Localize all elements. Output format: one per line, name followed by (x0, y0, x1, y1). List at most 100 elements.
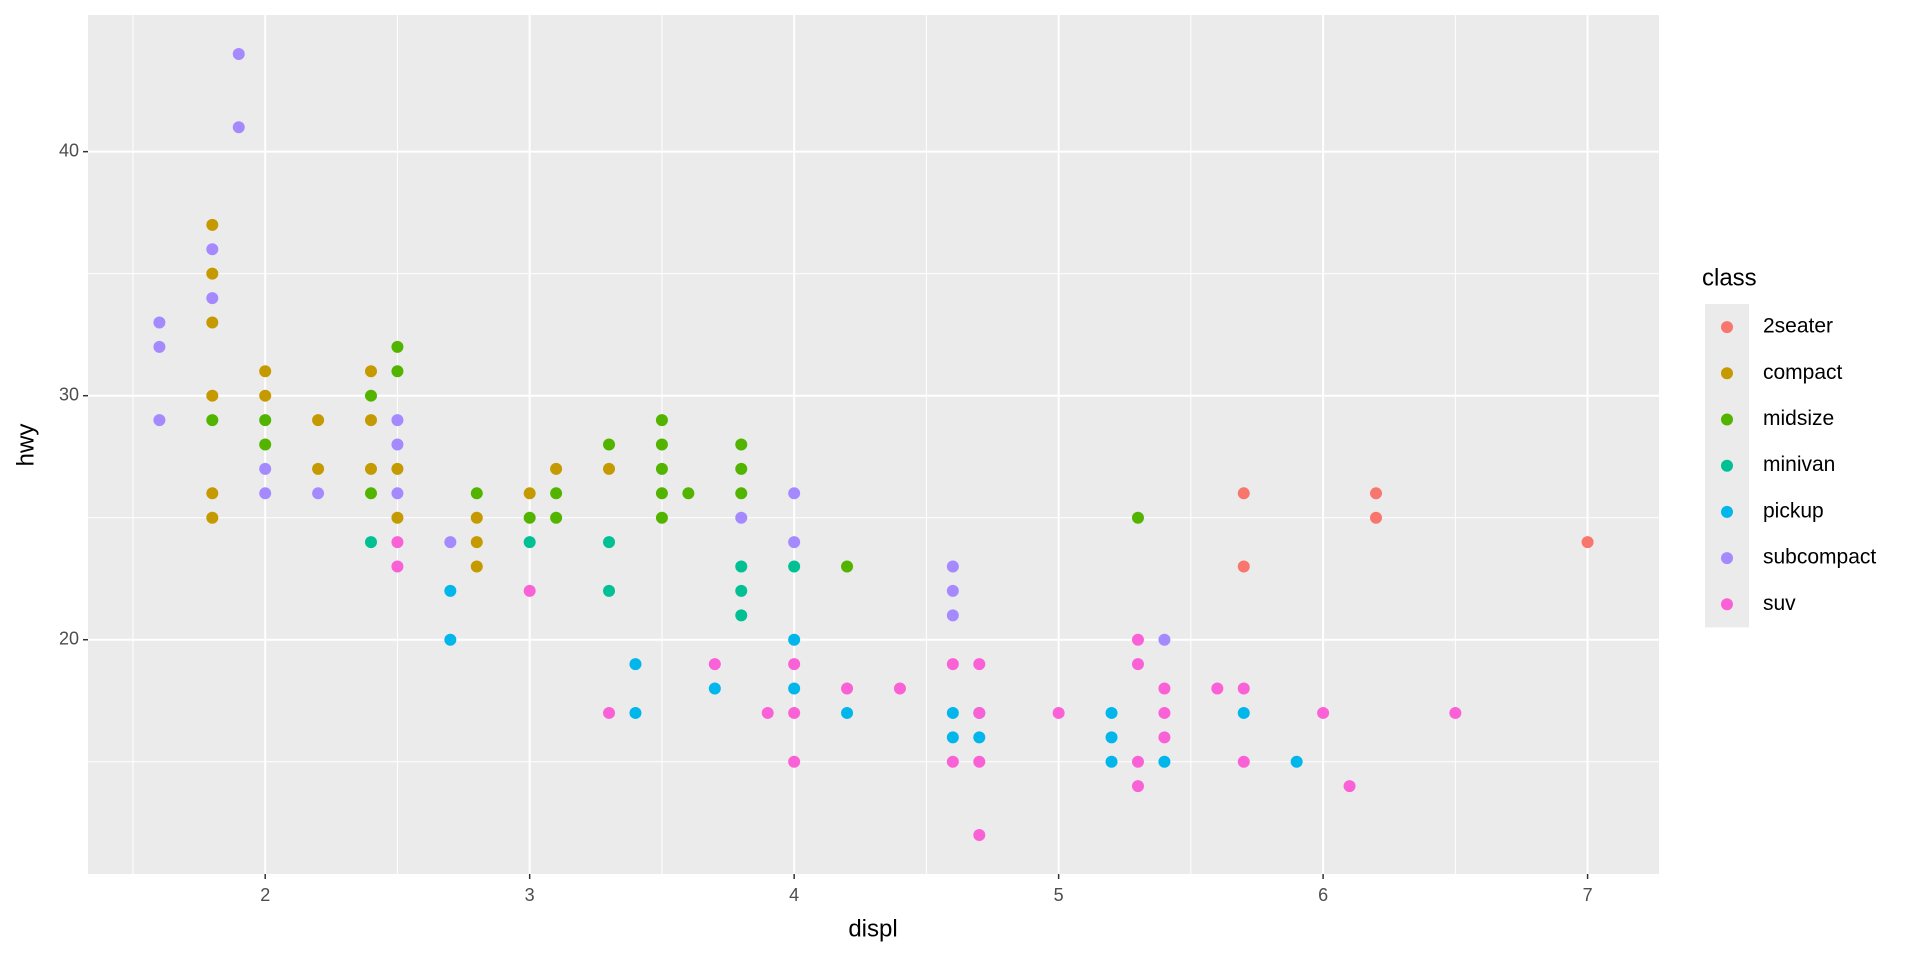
legend-label: subcompact (1763, 546, 1876, 569)
legend-key (1721, 505, 1733, 518)
point (153, 414, 166, 427)
point (1105, 706, 1118, 719)
point (206, 487, 219, 500)
point (391, 414, 404, 427)
point (232, 121, 245, 134)
point (735, 438, 748, 451)
point (946, 755, 959, 768)
point (629, 658, 642, 671)
point (364, 487, 377, 500)
point (206, 218, 219, 231)
legend-key (1721, 459, 1733, 472)
point (788, 536, 801, 549)
point (470, 511, 483, 524)
point (206, 243, 219, 256)
point (973, 731, 986, 744)
point (1290, 755, 1303, 768)
point (973, 828, 986, 841)
point (470, 536, 483, 549)
point (735, 584, 748, 597)
point (788, 706, 801, 719)
legend-key (1721, 598, 1733, 611)
point (1237, 560, 1250, 573)
point (973, 658, 986, 671)
x-tick-label: 2 (260, 885, 270, 905)
point (973, 706, 986, 719)
x-axis-title: displ (848, 915, 897, 942)
point (206, 511, 219, 524)
y-tick-label: 40 (59, 140, 79, 160)
point (364, 365, 377, 378)
point (708, 658, 721, 671)
point (1237, 755, 1250, 768)
point (603, 462, 616, 475)
point (444, 584, 457, 597)
point (1158, 755, 1171, 768)
point (603, 706, 616, 719)
point (655, 462, 668, 475)
point (312, 462, 325, 475)
legend-label: 2seater (1763, 315, 1833, 338)
legend-key (1721, 321, 1733, 334)
point (788, 633, 801, 646)
point (708, 682, 721, 695)
point (312, 487, 325, 500)
point (391, 560, 404, 573)
legend-key (1721, 413, 1733, 426)
point (391, 438, 404, 451)
point (1449, 706, 1462, 719)
point (550, 511, 563, 524)
legend-label: minivan (1763, 453, 1835, 476)
point (206, 292, 219, 305)
point (1105, 731, 1118, 744)
point (550, 462, 563, 475)
point (1131, 658, 1144, 671)
point (735, 487, 748, 500)
legend-label: midsize (1763, 407, 1834, 430)
point (1317, 706, 1330, 719)
x-tick-label: 5 (1054, 885, 1064, 905)
x-tick-label: 3 (525, 885, 535, 905)
point (312, 414, 325, 427)
point (946, 658, 959, 671)
point (735, 609, 748, 622)
point (1131, 633, 1144, 646)
point (259, 389, 272, 402)
point (946, 584, 959, 597)
point (893, 682, 906, 695)
point (1131, 755, 1144, 768)
point (391, 536, 404, 549)
legend-label: pickup (1763, 499, 1824, 522)
point (761, 706, 774, 719)
y-axis-title: hwy (12, 424, 39, 467)
legend-label: suv (1763, 592, 1796, 615)
legend-key (1721, 552, 1733, 565)
point (550, 487, 563, 500)
point (1370, 487, 1383, 500)
point (1131, 511, 1144, 524)
point (973, 755, 986, 768)
point (523, 511, 536, 524)
point (364, 536, 377, 549)
point (735, 462, 748, 475)
point (655, 511, 668, 524)
point (946, 560, 959, 573)
point (1158, 706, 1171, 719)
point (788, 658, 801, 671)
point (788, 560, 801, 573)
point (232, 48, 245, 61)
point (1581, 536, 1594, 549)
point (655, 414, 668, 427)
point (603, 584, 616, 597)
point (1105, 755, 1118, 768)
point (259, 462, 272, 475)
point (206, 389, 219, 402)
x-tick-label: 4 (789, 885, 799, 905)
grid (88, 15, 1659, 874)
point (1052, 706, 1065, 719)
point (364, 389, 377, 402)
point (603, 536, 616, 549)
point (1237, 706, 1250, 719)
legend: 2seater compact midsize minivan pickup subcom… (1705, 304, 1876, 628)
point (444, 633, 457, 646)
